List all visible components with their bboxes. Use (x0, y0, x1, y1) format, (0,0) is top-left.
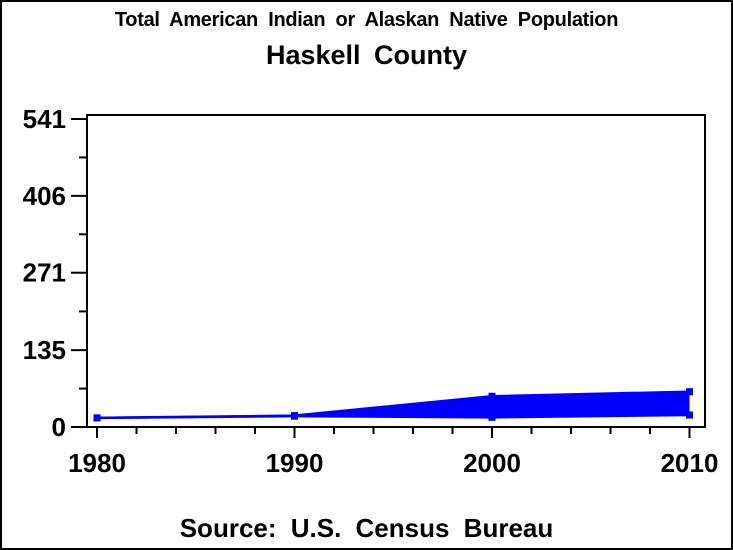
x-tick-label: 2000 (463, 448, 521, 478)
data-point-marker (686, 411, 693, 419)
lower-bound-line (96, 413, 690, 420)
data-point-marker (488, 413, 496, 421)
data-point-marker (93, 414, 101, 422)
data-point-marker (686, 388, 693, 396)
x-tick-label: 1990 (266, 448, 324, 478)
y-tick-label: 541 (23, 104, 66, 134)
y-tick-label: 135 (23, 335, 66, 365)
population-band (97, 391, 690, 418)
plot-frame (86, 114, 706, 428)
data-point-marker (488, 392, 496, 400)
chart-title: Total American Indian or Alaskan Native … (114, 9, 619, 31)
x-tick-label: 2010 (661, 448, 719, 478)
data-point-marker (291, 412, 298, 420)
x-tick-label: 1980 (68, 448, 126, 478)
y-tick-label: 0 (52, 412, 66, 442)
y-tick-label: 406 (23, 181, 66, 211)
source-footnote: Source: U.S. Census Bureau (179, 513, 554, 543)
chart-subtitle: Haskell County (265, 40, 468, 70)
y-tick-label: 271 (23, 258, 66, 288)
